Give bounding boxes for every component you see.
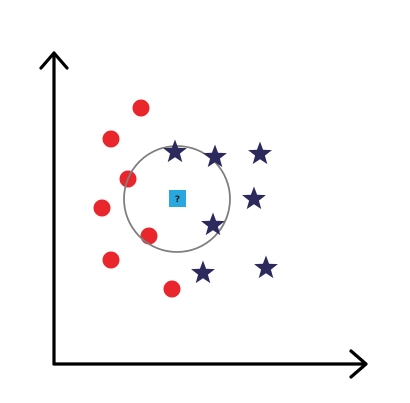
class-a-point bbox=[133, 100, 150, 117]
class-a-point bbox=[164, 281, 181, 298]
class-b-star bbox=[242, 187, 266, 210]
class-b-star bbox=[203, 145, 227, 168]
query-label: ? bbox=[175, 195, 180, 205]
class-b-points bbox=[163, 140, 278, 284]
class-a-points bbox=[94, 100, 181, 298]
class-b-star bbox=[191, 261, 215, 284]
class-a-point bbox=[103, 252, 120, 269]
class-b-star bbox=[254, 256, 278, 279]
class-b-star bbox=[248, 142, 272, 165]
query-point: ? bbox=[169, 190, 186, 207]
class-a-point bbox=[141, 228, 158, 245]
class-b-star bbox=[201, 213, 225, 236]
class-a-point bbox=[103, 131, 120, 148]
class-a-point bbox=[94, 200, 111, 217]
axes bbox=[41, 53, 366, 377]
class-b-star bbox=[163, 140, 187, 163]
